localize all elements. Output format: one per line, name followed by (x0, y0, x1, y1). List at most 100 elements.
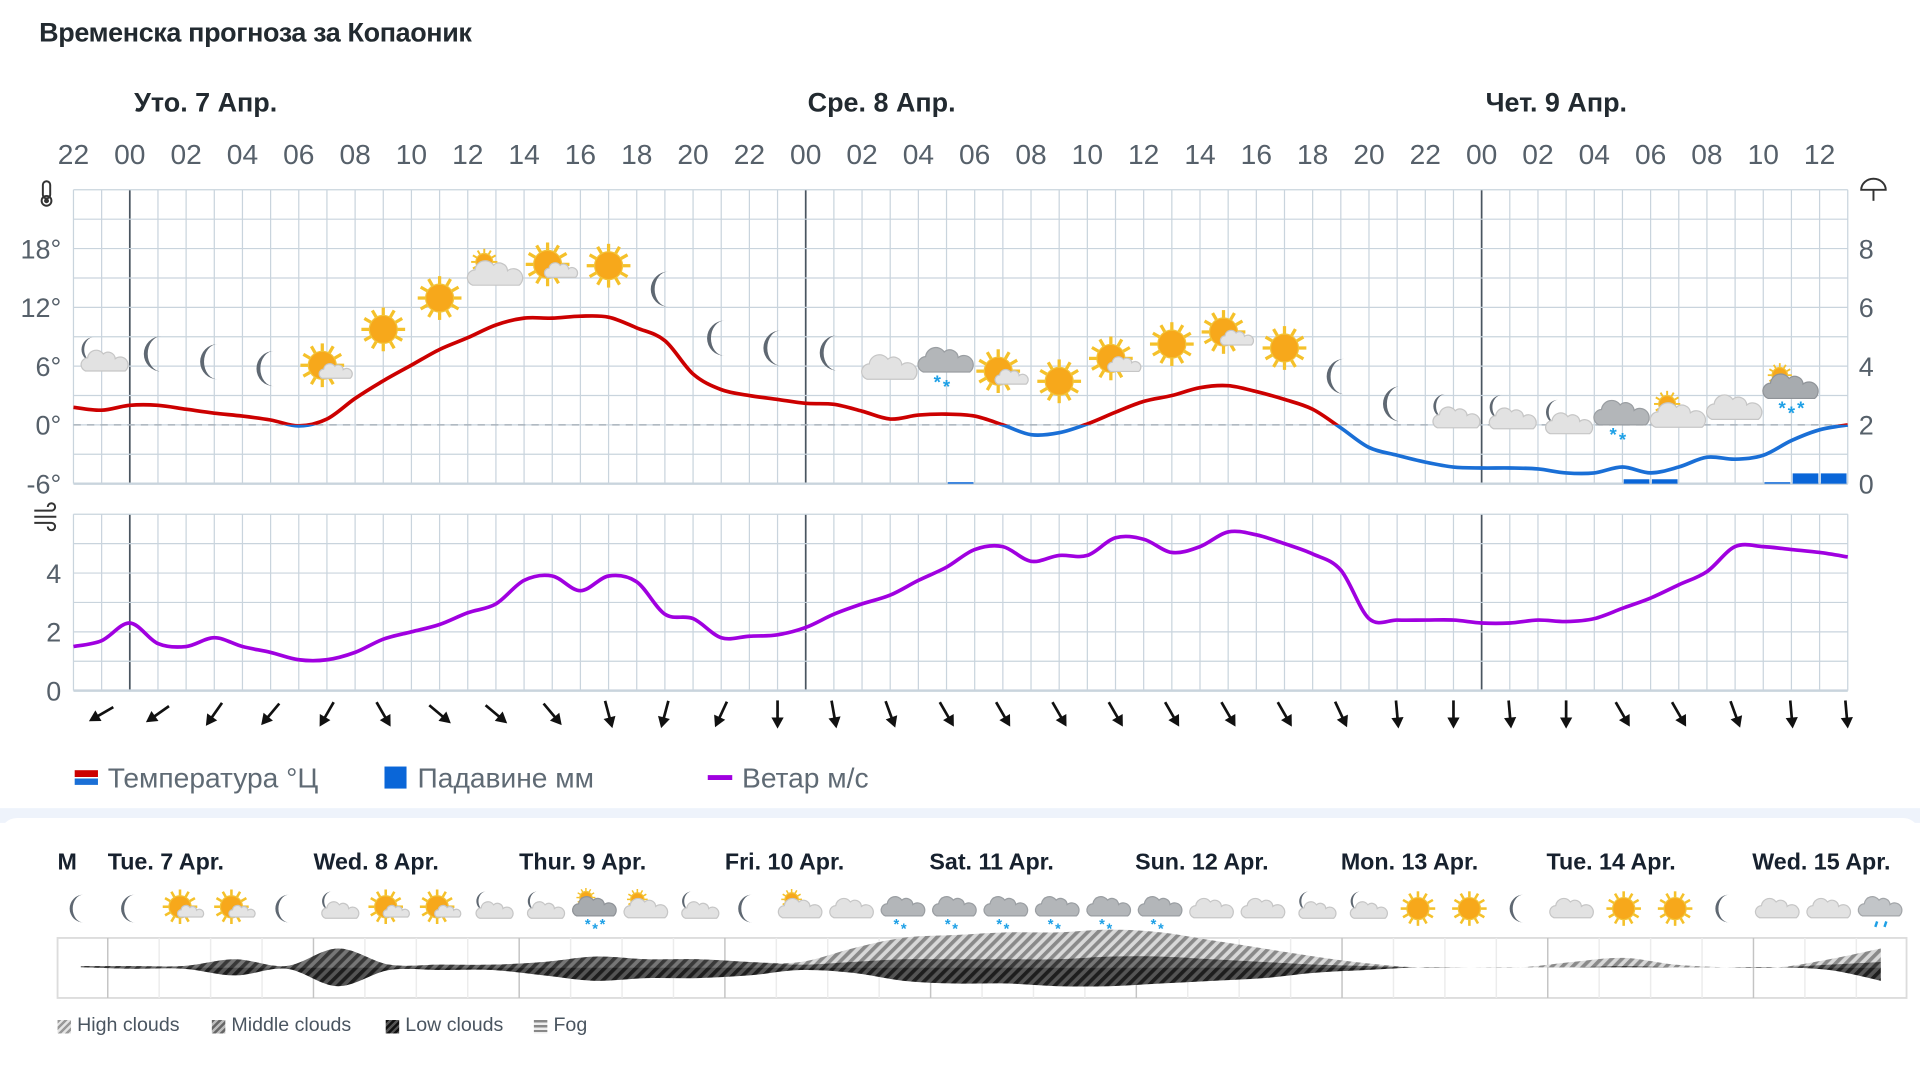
hour-tick-label: 16 (565, 139, 596, 170)
cloud-shape (466, 260, 524, 286)
legend-label: Падавине мм (417, 761, 595, 793)
snowflake: * (1004, 922, 1010, 938)
axis-labels: 18° 8 12° 6 6° 4 0° 2 -6° 0 4 2 0 (21, 234, 1874, 706)
hour-tick-label: 12 (1128, 139, 1159, 170)
sun-icon (586, 243, 631, 288)
moon-icon (738, 894, 753, 923)
wind-arrow-icon (714, 701, 729, 728)
arrow-head (885, 715, 898, 728)
cloud-shape (829, 897, 874, 919)
sun-cloud-icon (525, 242, 579, 287)
cloud-shape (475, 901, 514, 919)
cloud-shape (1034, 896, 1080, 917)
snowflake: * (1055, 922, 1061, 938)
sun-disc (368, 314, 398, 344)
arrow-head (714, 714, 726, 728)
moon-shape (121, 894, 136, 923)
fog-swatch (533, 1019, 548, 1033)
moon-icon (69, 894, 84, 923)
cloud-shape (861, 354, 918, 380)
cloud-shape (777, 897, 823, 919)
wind-line (73, 529, 1849, 663)
arrow-head (1281, 713, 1292, 727)
cloud-shape (1488, 407, 1537, 430)
arrow-head (88, 710, 102, 722)
moon-icon (143, 336, 162, 372)
wind-arrow-icon (1670, 701, 1687, 727)
weekly-day-label: Mon. 13 Apr. (1341, 848, 1478, 874)
cloud-shape (1549, 897, 1594, 919)
arrow-head (319, 713, 331, 727)
cloud-shape (1137, 896, 1183, 917)
sun-icon (1606, 891, 1641, 926)
wind-arrow-icon (938, 701, 954, 727)
snowflake: * (592, 922, 598, 938)
temp-axis-label: -6° (27, 469, 62, 499)
sun-icon (417, 276, 462, 320)
high-clouds-swatch (57, 1019, 72, 1033)
moon-shape (1715, 894, 1730, 923)
snowflake: * (1158, 922, 1164, 938)
legend-label: Middle clouds (231, 1015, 352, 1036)
wind-direction-arrows (88, 700, 1853, 729)
precip-axis-label: 8 (1859, 234, 1874, 264)
sun-cloud-icon (162, 889, 205, 925)
sun-disc (1044, 366, 1074, 396)
cloud-shape (1298, 901, 1337, 919)
arrow-head (1504, 717, 1517, 729)
wind-arrow-icon (603, 700, 616, 729)
temperature-line-above-zero (73, 314, 1848, 425)
hour-tick-label: 10 (1072, 139, 1103, 170)
arrow-head (1785, 717, 1798, 729)
cloud-snow-icon: ** (917, 346, 974, 397)
temp-axis-label: 18° (21, 234, 62, 264)
legend-label: Fog (553, 1015, 588, 1036)
arrow-head (1618, 713, 1630, 727)
page-title: Временска прогноза за Копаоник (39, 17, 472, 48)
cloud-legend-low: Low clouds (385, 1015, 504, 1037)
cloud-shape (880, 896, 926, 917)
sun-disc (594, 251, 624, 281)
moon-icon (650, 271, 669, 307)
sun-disc (1663, 896, 1687, 921)
sun-icon (1262, 326, 1307, 370)
legend-label: Low clouds (405, 1015, 504, 1036)
cloud-snow-icon: ** (983, 896, 1029, 938)
cloud-shape (1544, 412, 1594, 435)
arrow-head (1112, 713, 1123, 727)
cloud-shape (681, 901, 720, 919)
arrow-head (828, 716, 841, 729)
sun-cloud-icon (300, 343, 353, 388)
moon-icon (819, 335, 838, 371)
sun-cloud-icon (1201, 310, 1255, 354)
moon-shape (1326, 358, 1345, 395)
arrow-head (145, 710, 159, 723)
cloud-shape (1189, 897, 1234, 919)
cloud-shape (917, 346, 974, 373)
arrow-head (1336, 714, 1348, 728)
hour-tick-label: 02 (170, 139, 201, 170)
hour-tick-label: 18 (621, 139, 652, 170)
arrow-head (261, 712, 273, 726)
weekly-day-label: M (58, 848, 77, 874)
precipitation-bar (1651, 479, 1678, 484)
wind-arrow-icon (1391, 700, 1404, 729)
cloud-shape (1754, 897, 1800, 919)
cloud-layers-strip (56, 929, 1908, 999)
hour-tick-label: 02 (1522, 139, 1553, 170)
moon-cloud-icon (681, 891, 720, 919)
cloud-shape (321, 901, 360, 919)
moon-shape (738, 894, 753, 923)
hour-tick-label: 20 (677, 139, 708, 170)
moon-icon (1326, 358, 1345, 395)
sun-disc (1457, 896, 1482, 921)
legend-label: Температура °Ц (107, 761, 319, 793)
wind-arrow-icon (1051, 701, 1067, 727)
cloud-sun-icon (1649, 390, 1707, 428)
hour-tick-label: 14 (1184, 139, 1215, 170)
arrow-head (494, 711, 508, 724)
snowflake: * (1048, 917, 1054, 933)
wind-arrow-icon (319, 701, 335, 727)
wind-arrow-icon (658, 700, 670, 729)
weekly-day-label: Sun. 12 Apr. (1135, 848, 1269, 874)
